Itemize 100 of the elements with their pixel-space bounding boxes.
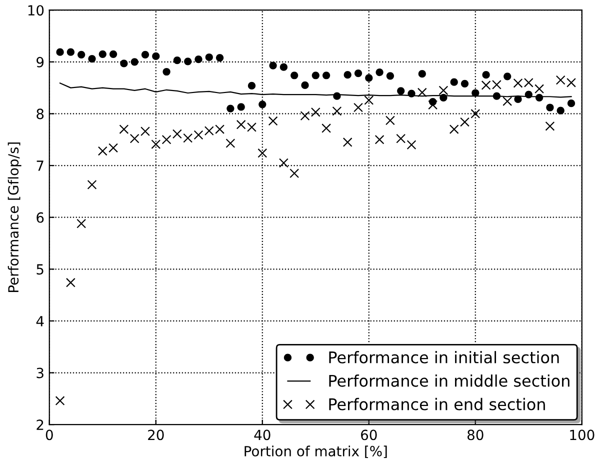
point bbox=[162, 68, 170, 76]
legend-label: Performance in end section bbox=[329, 398, 545, 410]
x-tick-label: 40 bbox=[254, 430, 270, 440]
point bbox=[98, 146, 108, 156]
y-tick-label: 4 bbox=[36, 316, 44, 326]
point bbox=[545, 121, 555, 131]
point bbox=[248, 82, 256, 90]
point bbox=[482, 71, 490, 79]
y-tick-label: 10 bbox=[28, 5, 44, 16]
point bbox=[56, 48, 64, 56]
point bbox=[87, 180, 97, 190]
point bbox=[450, 78, 458, 86]
point bbox=[556, 75, 566, 85]
point bbox=[173, 56, 181, 64]
point bbox=[226, 104, 234, 112]
point bbox=[109, 50, 118, 58]
x-axis-title: Portion of matrix [%] bbox=[244, 446, 387, 458]
point bbox=[504, 72, 512, 80]
point bbox=[290, 72, 298, 80]
point bbox=[130, 134, 140, 144]
point bbox=[354, 70, 362, 78]
point bbox=[460, 117, 470, 127]
point bbox=[428, 100, 438, 110]
point bbox=[546, 104, 554, 112]
point bbox=[397, 87, 405, 95]
point bbox=[364, 96, 374, 105]
point bbox=[66, 278, 76, 288]
point bbox=[312, 72, 320, 80]
point bbox=[119, 124, 129, 134]
point bbox=[183, 133, 193, 143]
point bbox=[342, 137, 352, 147]
point bbox=[418, 70, 426, 78]
point bbox=[374, 134, 384, 144]
x-tick-label: 80 bbox=[468, 430, 484, 440]
point bbox=[566, 78, 576, 88]
point bbox=[278, 158, 288, 168]
point bbox=[460, 80, 469, 88]
point bbox=[236, 120, 246, 130]
point bbox=[310, 107, 320, 117]
point bbox=[141, 50, 150, 58]
point bbox=[534, 84, 544, 94]
point bbox=[237, 103, 245, 111]
point bbox=[344, 71, 352, 79]
point bbox=[140, 126, 150, 136]
x-tick-label: 60 bbox=[361, 430, 377, 440]
point bbox=[376, 68, 384, 76]
y-tick-label: 2 bbox=[36, 420, 44, 430]
point bbox=[354, 102, 363, 112]
y-tick-label: 8 bbox=[36, 108, 44, 120]
point bbox=[55, 396, 65, 406]
point bbox=[417, 88, 427, 98]
x-tick-label: 20 bbox=[148, 430, 164, 440]
point bbox=[184, 58, 192, 66]
point bbox=[226, 138, 236, 148]
point bbox=[502, 96, 512, 106]
point bbox=[269, 62, 277, 70]
point bbox=[449, 124, 459, 134]
point bbox=[151, 140, 161, 150]
y-tick-label: 7 bbox=[36, 160, 44, 171]
point bbox=[194, 130, 204, 140]
point bbox=[120, 60, 128, 68]
point bbox=[247, 122, 256, 132]
point bbox=[396, 134, 406, 144]
point bbox=[162, 134, 172, 144]
point bbox=[130, 58, 138, 66]
y-tick-label: 6 bbox=[36, 212, 44, 223]
y-tick-label: 9 bbox=[36, 56, 44, 68]
point bbox=[290, 168, 300, 178]
point bbox=[205, 53, 213, 62]
x-tick-label: 100 bbox=[570, 430, 594, 440]
point bbox=[322, 72, 330, 80]
point bbox=[108, 143, 118, 153]
y-axis-title: Performance [Gflop/s] bbox=[8, 142, 22, 292]
point bbox=[76, 218, 86, 228]
point bbox=[556, 106, 564, 114]
point bbox=[88, 54, 96, 63]
point bbox=[78, 50, 86, 58]
point bbox=[332, 106, 342, 116]
point bbox=[216, 54, 224, 62]
point bbox=[365, 74, 373, 82]
legend-label: Performance in initial section bbox=[329, 351, 559, 364]
y-tick-label: 3 bbox=[36, 368, 44, 378]
point bbox=[258, 100, 266, 108]
legend-label: Performance in middle section bbox=[329, 374, 570, 387]
point bbox=[152, 52, 160, 60]
point bbox=[98, 50, 106, 58]
point bbox=[567, 100, 576, 108]
point bbox=[172, 129, 182, 139]
point bbox=[438, 86, 448, 96]
point bbox=[258, 148, 268, 158]
point bbox=[406, 140, 416, 150]
point bbox=[194, 56, 202, 64]
x-tick-label: 0 bbox=[46, 430, 53, 440]
point bbox=[300, 111, 310, 121]
point bbox=[386, 72, 394, 80]
point bbox=[66, 48, 74, 56]
point bbox=[301, 81, 309, 90]
point bbox=[268, 116, 278, 126]
point bbox=[470, 108, 480, 118]
y-tick-label: 5 bbox=[36, 264, 44, 275]
